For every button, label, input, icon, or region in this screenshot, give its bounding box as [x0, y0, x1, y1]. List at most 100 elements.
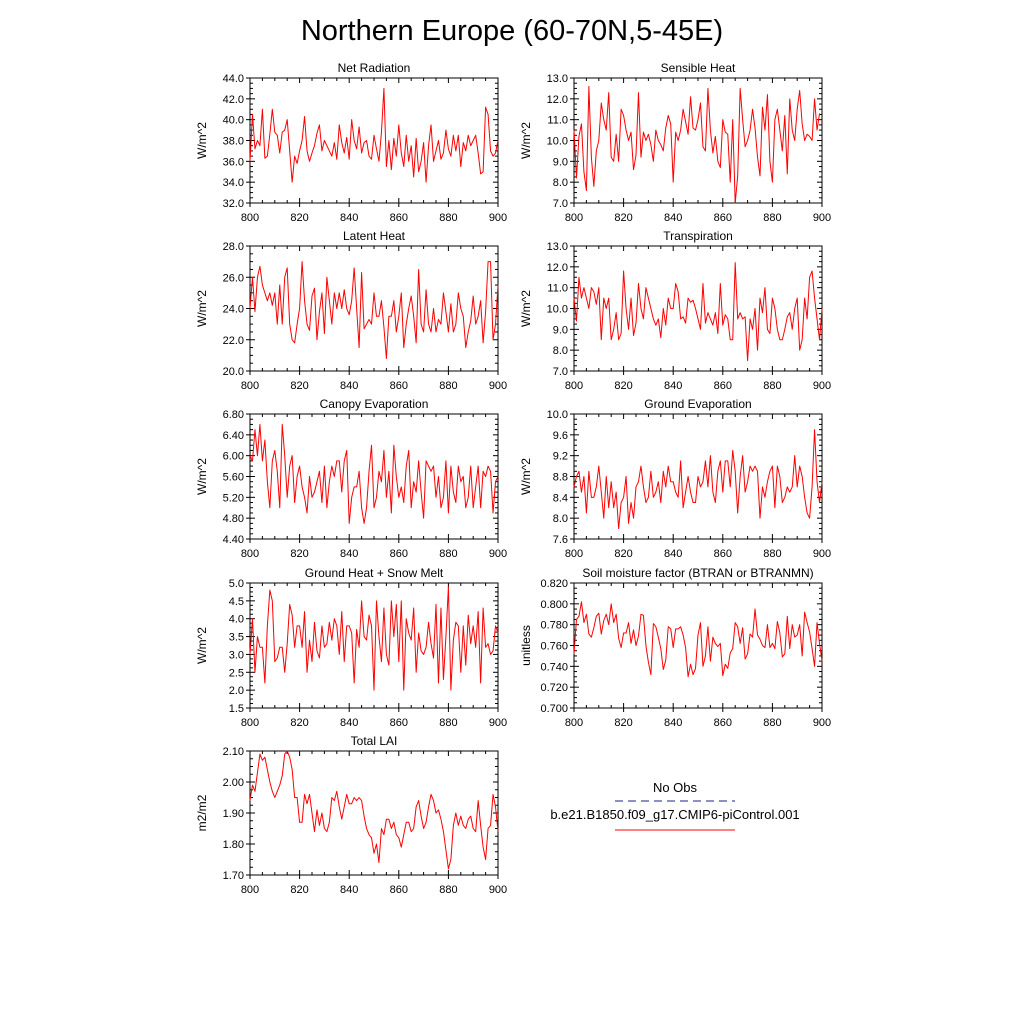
chart-panel: 20.0 22.0 24.0 26.0 28.0 800 820 840 860 880 900 La… [195, 229, 507, 392]
x-tick-label: 800 [241, 717, 259, 729]
chart-panel: 4.40 4.80 5.20 5.60 6.00 6.40 6.80 800 820 840 860… [195, 397, 507, 560]
y-tick-label: 38.0 [223, 136, 244, 148]
panel-title: Latent Heat [343, 229, 406, 243]
figure-title: Northern Europe (60-70N,5-45E) [301, 15, 723, 47]
x-tick-label: 860 [390, 548, 408, 560]
y-tick-label: 3.0 [229, 649, 244, 661]
y-tick-label: 5.20 [223, 492, 244, 504]
x-tick-label: 800 [565, 212, 583, 224]
x-tick-label: 900 [489, 717, 507, 729]
x-tick-label: 800 [241, 548, 259, 560]
y-tick-label: 0.720 [540, 682, 568, 694]
legend-obs-label: No Obs [653, 780, 698, 795]
x-tick-label: 820 [614, 717, 632, 729]
x-tick-label: 800 [241, 884, 259, 896]
y-tick-label: 8.0 [553, 177, 568, 189]
y-tick-label: 34.0 [223, 177, 244, 189]
y-tick-label: 32.0 [223, 198, 244, 210]
y-axis-label: W/m^2 [519, 290, 533, 327]
x-tick-label: 800 [565, 717, 583, 729]
y-tick-label: 4.40 [223, 534, 244, 546]
y-tick-label: 0.780 [540, 620, 568, 632]
y-tick-label: 40.0 [223, 115, 244, 127]
y-tick-label: 2.0 [229, 685, 244, 697]
x-tick-label: 900 [813, 548, 831, 560]
y-tick-label: 8.4 [553, 492, 568, 504]
series-line [249, 750, 499, 870]
panel-title: Transpiration [663, 229, 733, 243]
x-tick-label: 900 [489, 380, 507, 392]
x-tick-label: 880 [763, 717, 781, 729]
y-tick-label: 9.0 [553, 156, 568, 168]
x-tick-label: 800 [241, 380, 259, 392]
x-tick-label: 820 [290, 717, 308, 729]
y-tick-label: 28.0 [223, 241, 244, 253]
y-tick-label: 0.740 [540, 661, 568, 673]
x-tick-label: 840 [340, 884, 358, 896]
y-tick-label: 4.80 [223, 513, 244, 525]
y-tick-label: 1.70 [223, 870, 244, 882]
series-line [249, 423, 499, 524]
y-tick-label: 5.60 [223, 472, 244, 484]
x-tick-label: 820 [614, 212, 632, 224]
x-tick-label: 820 [290, 380, 308, 392]
y-tick-label: 10.0 [547, 409, 568, 421]
y-tick-label: 42.0 [223, 94, 244, 106]
x-tick-label: 800 [565, 548, 583, 560]
y-axis-label: W/m^2 [519, 458, 533, 495]
panel-title: Net Radiation [338, 61, 411, 75]
y-tick-label: 1.90 [223, 808, 244, 820]
x-tick-label: 860 [390, 717, 408, 729]
y-tick-label: 12.0 [547, 94, 568, 106]
y-tick-label: 26.0 [223, 272, 244, 284]
y-tick-label: 20.0 [223, 366, 244, 378]
legend: No Obs b.e21.B1850.f09_g17.CMIP6-piContr… [550, 780, 800, 831]
x-tick-label: 900 [813, 717, 831, 729]
y-tick-label: 13.0 [547, 241, 568, 253]
plot-frame [573, 77, 823, 204]
chart-panel: 1.70 1.80 1.90 2.00 2.10 800 820 840 860 880 900 To… [195, 734, 507, 896]
y-tick-label: 9.6 [553, 430, 568, 442]
y-tick-label: 11.0 [547, 283, 568, 295]
panel-title: Soil moisture factor (BTRAN or BTRANMN) [582, 566, 813, 580]
y-tick-label: 2.5 [229, 667, 244, 679]
y-tick-label: 9.0 [553, 324, 568, 336]
y-tick-label: 7.6 [553, 534, 568, 546]
y-tick-label: 8.8 [553, 472, 568, 484]
x-tick-label: 840 [340, 380, 358, 392]
x-tick-label: 880 [763, 548, 781, 560]
x-tick-label: 900 [489, 548, 507, 560]
chart-panel: 32.0 34.0 36.0 38.0 40.0 42.0 44.0 800 820 840 860… [195, 61, 507, 224]
y-axis-label: W/m^2 [195, 627, 209, 664]
series-line [249, 261, 499, 359]
x-tick-label: 820 [614, 548, 632, 560]
y-tick-label: 3.5 [229, 632, 244, 644]
legend-model-label: b.e21.B1850.f09_g17.CMIP6-piControl.001 [550, 807, 799, 822]
x-tick-label: 840 [664, 717, 682, 729]
y-tick-label: 10.0 [547, 136, 568, 148]
y-tick-label: 8.0 [553, 345, 568, 357]
panel-title: Canopy Evaporation [320, 397, 429, 411]
chart-panel: 7.0 8.0 9.0 10.0 11.0 12.0 13.0 800 820 840 860 880… [519, 61, 831, 224]
x-tick-label: 860 [390, 212, 408, 224]
y-tick-label: 44.0 [223, 73, 244, 85]
panel-title: Sensible Heat [661, 61, 736, 75]
chart-panel: 0.700 0.720 0.740 0.760 0.780 0.800 0.820 800 82… [519, 566, 831, 729]
x-tick-label: 860 [714, 717, 732, 729]
panel-title: Ground Heat + Snow Melt [305, 566, 444, 580]
y-tick-label: 5.0 [229, 578, 244, 590]
y-tick-label: 1.80 [223, 839, 244, 851]
x-tick-label: 820 [290, 884, 308, 896]
y-tick-label: 9.2 [553, 451, 568, 463]
x-tick-label: 820 [614, 380, 632, 392]
y-tick-label: 2.00 [223, 777, 244, 789]
panels-group: 32.0 34.0 36.0 38.0 40.0 42.0 44.0 800 820 840 860… [195, 61, 831, 896]
y-tick-label: 6.40 [223, 430, 244, 442]
y-tick-label: 6.00 [223, 451, 244, 463]
series-line [249, 87, 499, 183]
y-axis-label: W/m^2 [195, 122, 209, 159]
y-axis-label: W/m^2 [195, 290, 209, 327]
x-tick-label: 880 [439, 717, 457, 729]
x-tick-label: 880 [439, 212, 457, 224]
